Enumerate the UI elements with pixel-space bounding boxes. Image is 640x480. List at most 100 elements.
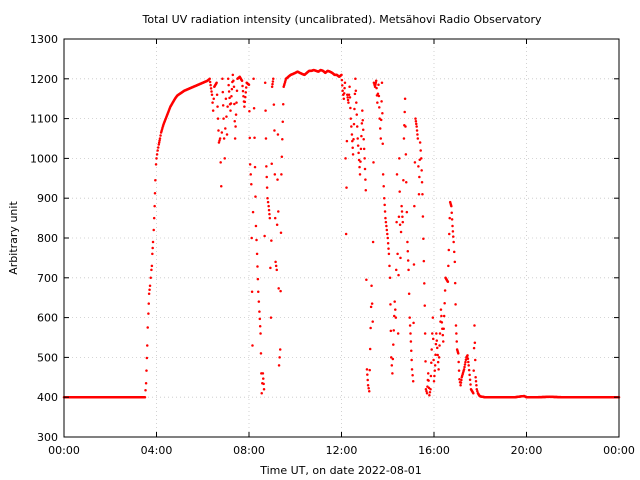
data-point — [240, 79, 244, 83]
data-point — [148, 284, 152, 288]
data-point — [234, 125, 237, 128]
data-point — [412, 321, 415, 325]
data-point — [407, 292, 411, 295]
data-point — [404, 125, 407, 128]
data-point — [447, 248, 451, 252]
data-point — [356, 144, 360, 147]
data-point — [215, 81, 218, 85]
data-point — [403, 97, 407, 100]
data-point — [402, 137, 406, 140]
data-point — [401, 215, 404, 219]
data-point — [425, 389, 428, 393]
data-point — [459, 381, 463, 384]
data-point — [424, 387, 428, 391]
data-point — [389, 356, 393, 359]
x-tick-label: 00:00 — [603, 444, 635, 457]
data-point — [380, 100, 383, 103]
data-point — [144, 388, 147, 392]
data-point — [249, 173, 252, 176]
data-point — [158, 139, 161, 142]
y-axis-label: Arbitrary unit — [7, 201, 20, 275]
data-point — [433, 374, 436, 378]
data-point — [265, 165, 268, 168]
data-point — [229, 109, 232, 112]
data-point — [276, 178, 279, 181]
data-point — [241, 89, 245, 93]
data-point — [348, 96, 352, 99]
data-point — [446, 280, 450, 284]
data-point — [279, 231, 283, 234]
data-point — [451, 230, 455, 233]
data-point — [222, 117, 225, 120]
data-point — [277, 210, 280, 213]
data-point — [396, 332, 400, 335]
data-point — [476, 389, 479, 393]
data-point — [233, 137, 237, 140]
data-point — [382, 185, 385, 188]
data-point — [354, 77, 357, 81]
data-point — [279, 289, 282, 293]
data-point — [349, 106, 352, 110]
data-point — [343, 81, 347, 85]
data-point — [425, 391, 429, 395]
data-point — [459, 384, 462, 387]
data-point — [410, 358, 413, 362]
data-point — [450, 204, 453, 208]
data-point — [394, 316, 398, 319]
data-point — [420, 181, 424, 184]
data-point — [372, 81, 376, 85]
data-point — [216, 105, 219, 108]
data-point — [145, 369, 148, 372]
data-point — [353, 92, 357, 96]
plot-frame — [63, 38, 620, 438]
data-point — [392, 314, 396, 318]
data-point — [394, 308, 397, 311]
data-point — [278, 356, 281, 359]
data-point — [462, 368, 466, 371]
data-point — [243, 105, 246, 108]
data-point — [146, 326, 149, 329]
data-point — [264, 137, 268, 140]
data-point — [250, 183, 253, 186]
data-point — [443, 302, 446, 305]
data-point — [413, 204, 416, 208]
data-point — [431, 316, 435, 319]
data-point — [258, 324, 262, 328]
data-point — [227, 90, 231, 93]
data-point — [414, 117, 417, 120]
y-tick-label: 1000 — [30, 152, 58, 165]
data-point — [371, 320, 374, 323]
data-point — [277, 287, 280, 290]
data-point — [432, 358, 435, 362]
data-point — [260, 391, 263, 395]
data-point — [375, 86, 378, 90]
data-point — [368, 347, 372, 351]
data-point — [466, 354, 469, 357]
data-point — [145, 356, 149, 360]
data-point — [436, 353, 439, 357]
data-point — [230, 87, 234, 91]
data-point — [475, 387, 479, 391]
data-point — [403, 110, 406, 114]
data-point — [387, 252, 391, 256]
data-point — [452, 235, 455, 238]
data-point — [428, 393, 431, 397]
data-point — [281, 138, 284, 141]
data-point — [218, 137, 222, 140]
data-point — [472, 391, 475, 395]
data-points — [62, 68, 621, 399]
data-point — [270, 239, 273, 242]
data-point — [348, 85, 351, 89]
data-point — [376, 92, 380, 95]
data-point — [228, 96, 231, 100]
data-point — [395, 173, 399, 176]
data-point — [209, 87, 213, 90]
data-point — [270, 85, 274, 89]
data-point — [342, 97, 346, 100]
data-point — [397, 215, 401, 219]
data-point — [269, 316, 273, 319]
data-point — [386, 232, 389, 236]
data-point — [398, 157, 401, 160]
data-point — [256, 265, 259, 268]
